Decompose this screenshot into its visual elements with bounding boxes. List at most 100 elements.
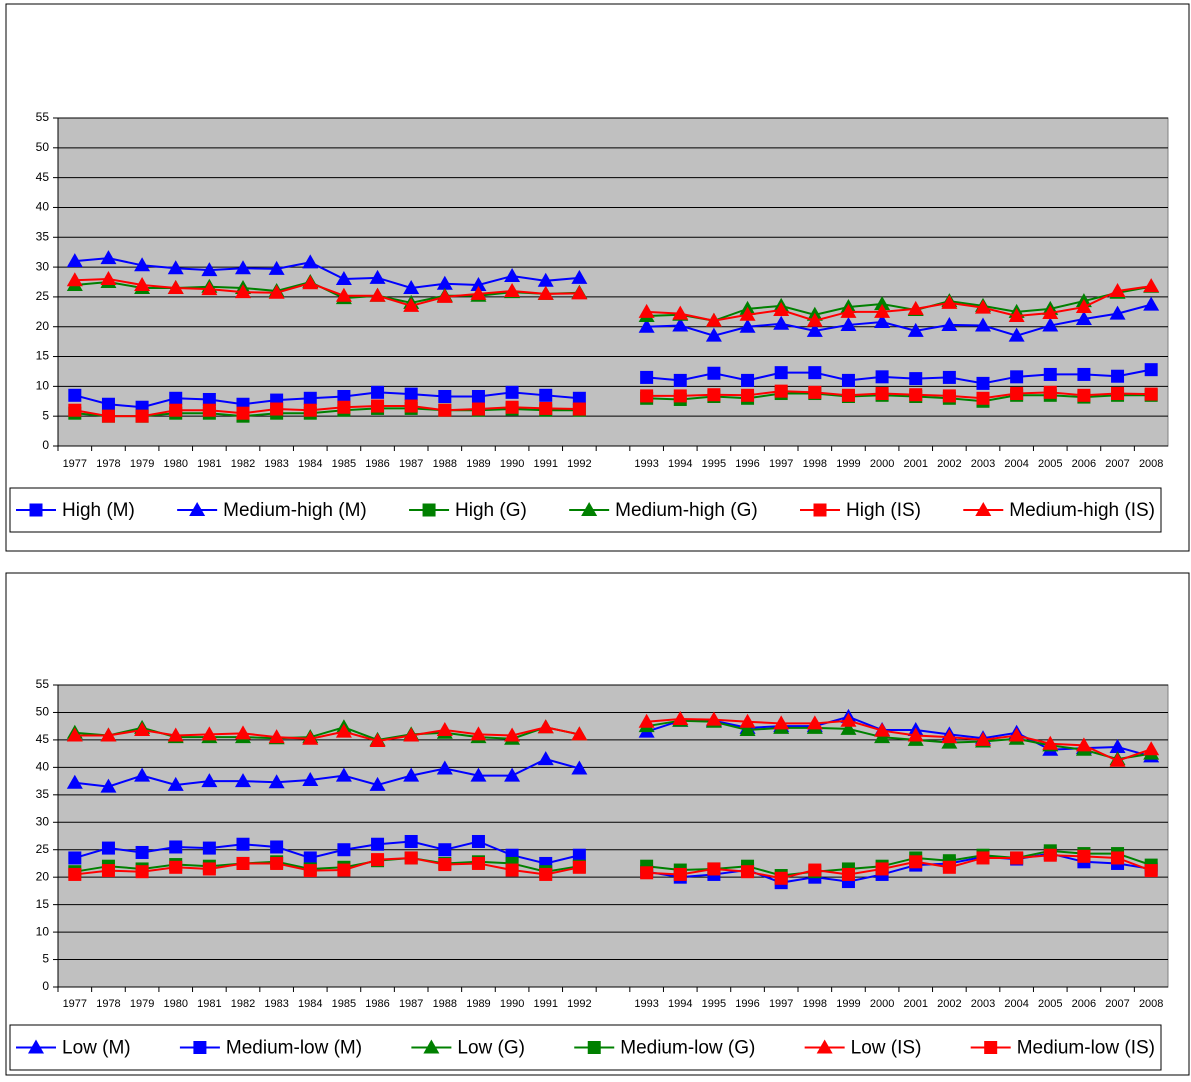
x-tick-label: 1989 [466,998,490,1010]
marker [169,840,183,854]
marker [707,388,721,402]
marker [1010,387,1024,401]
plot-area [57,117,1169,447]
marker [840,712,857,727]
marker [268,284,285,299]
marker [438,403,452,417]
marker [875,862,889,876]
series-line [74,390,1152,418]
legend-item: High (G) [409,500,527,521]
marker [337,390,351,404]
legend-item: Low (IS) [804,1038,921,1059]
marker [470,285,487,300]
y-tick-label: 15 [36,349,50,363]
x-tick-label: 1995 [702,458,726,470]
y-tick-label: 40 [36,200,50,214]
marker [537,751,554,766]
marker [1042,305,1059,320]
marker [840,303,857,318]
marker [571,760,588,775]
marker [640,389,654,403]
marker [975,317,991,332]
marker [202,403,216,417]
x-tick-label: 1980 [163,458,187,470]
marker [741,388,755,402]
legend-label: Low (G) [457,1038,525,1059]
marker [436,722,453,737]
marker [66,272,83,287]
x-tick-label: 1986 [365,458,389,470]
y-tick-label: 25 [36,842,50,856]
marker [539,401,553,415]
marker [840,316,857,331]
legend-label: Medium-low (G) [620,1038,755,1059]
legend-item: Medium-high (M) [177,500,367,521]
marker [303,864,317,878]
x-tick-label: 1982 [231,458,255,470]
marker [504,767,521,782]
x-tick-label: 1992 [567,458,591,470]
x-tick-label: 1977 [63,998,87,1010]
marker [303,851,317,865]
marker [705,711,722,726]
marker [774,871,788,885]
marker [270,402,284,416]
marker [941,294,958,309]
marker [640,866,654,880]
x-tick-label: 2008 [1139,458,1163,470]
marker [739,722,756,737]
x-tick-label: 1982 [231,998,255,1010]
marker [68,867,82,881]
marker [423,1039,440,1054]
marker [638,713,655,728]
marker [28,1039,44,1054]
y-tick-label: 55 [36,110,50,124]
marker [1008,327,1025,342]
y-tick-label: 10 [36,924,50,938]
marker [134,722,151,737]
marker [505,385,519,399]
marker [907,322,924,337]
marker [201,262,218,277]
y-tick-label: 40 [36,760,50,774]
legend-item: Low (M) [16,1038,131,1059]
marker [504,727,521,742]
marker [571,269,588,284]
marker [268,260,285,275]
marker [369,269,386,284]
y-tick-label: 55 [36,677,50,691]
marker [438,858,452,872]
marker [369,287,386,302]
marker [504,268,521,283]
x-tick-label: 1984 [298,458,322,470]
marker [1143,741,1160,756]
marker [235,725,251,740]
marker [707,862,721,876]
marker [335,767,352,782]
marker [169,403,183,417]
marker [135,845,149,859]
legend-item: Medium-low (G) [574,1038,755,1059]
marker [537,285,554,300]
marker [572,402,586,416]
marker [1077,367,1091,381]
marker [135,865,149,879]
marker [874,296,891,311]
marker [371,385,385,399]
marker [193,1041,207,1054]
marker [1143,296,1160,311]
legend-item: Medium-high (IS) [963,500,1155,521]
marker [236,837,250,851]
x-tick-label: 1996 [735,458,759,470]
marker [841,373,855,387]
marker [201,281,218,296]
x-tick-label: 2008 [1139,998,1163,1010]
x-tick-label: 1990 [500,998,524,1010]
marker [100,271,117,286]
marker [773,302,790,317]
marker [808,385,822,399]
marker [1075,310,1092,325]
x-tick-label: 2001 [903,458,927,470]
series-line [74,849,1152,877]
